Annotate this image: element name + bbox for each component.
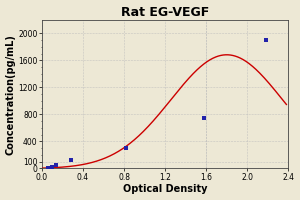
Title: Rat EG-VEGF: Rat EG-VEGF — [121, 6, 209, 19]
Point — [50, 166, 55, 169]
Point — [54, 164, 59, 167]
Point — [263, 38, 268, 42]
Y-axis label: Concentration(pg/mL): Concentration(pg/mL) — [6, 34, 16, 155]
X-axis label: Optical Density: Optical Density — [123, 184, 207, 194]
Point — [202, 116, 207, 119]
Point — [124, 147, 128, 150]
Point — [68, 159, 73, 162]
Point — [46, 167, 50, 170]
